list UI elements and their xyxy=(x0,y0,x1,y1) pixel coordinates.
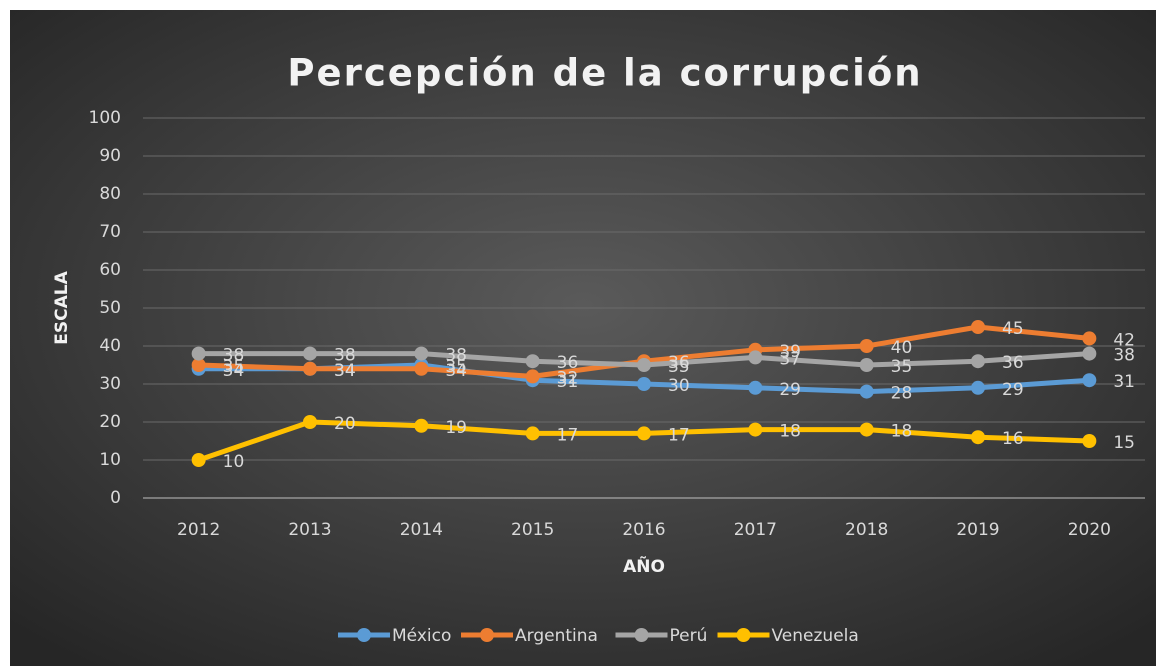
y-tick-label: 90 xyxy=(99,146,121,166)
marker xyxy=(414,346,429,361)
data-label: 16 xyxy=(1002,429,1024,449)
x-tick-label: 2017 xyxy=(734,520,777,540)
x-tick-label: 2012 xyxy=(177,520,220,540)
data-label: 37 xyxy=(779,349,801,369)
data-label: 17 xyxy=(668,425,690,445)
legend-label: México xyxy=(392,626,451,646)
marker xyxy=(859,358,874,372)
y-tick-label: 30 xyxy=(99,374,121,394)
data-label: 38 xyxy=(334,346,356,366)
legend-marker xyxy=(480,628,494,642)
data-label: 19 xyxy=(445,418,467,438)
y-tick-label: 100 xyxy=(89,108,121,128)
x-tick-label: 2013 xyxy=(288,520,331,540)
x-tick-label: 2015 xyxy=(511,520,554,540)
data-label: 35 xyxy=(445,357,467,377)
data-label: 29 xyxy=(1002,380,1024,400)
y-tick-label: 50 xyxy=(99,298,121,318)
data-label: 35 xyxy=(891,357,913,377)
marker xyxy=(191,346,206,361)
marker xyxy=(637,377,651,391)
y-tick-label: 60 xyxy=(99,260,121,280)
legend-label: Argentina xyxy=(515,626,598,646)
marker xyxy=(637,358,651,372)
data-label: 30 xyxy=(668,376,690,396)
data-label: 40 xyxy=(891,338,913,358)
y-tick-label: 20 xyxy=(99,412,121,432)
data-label: 32 xyxy=(557,368,579,388)
x-tick-label: 2020 xyxy=(1068,520,1111,540)
marker xyxy=(971,430,985,445)
data-label: 36 xyxy=(1002,353,1024,373)
marker xyxy=(971,380,985,395)
marker xyxy=(303,346,317,361)
data-label: 36 xyxy=(668,353,690,373)
marker xyxy=(1082,346,1097,361)
chart-title: Percepción de la corrupción xyxy=(287,52,922,95)
marker xyxy=(748,350,763,365)
chart-background xyxy=(10,10,1156,666)
x-axis-label: AÑO xyxy=(623,554,665,577)
data-label: 34 xyxy=(223,361,245,381)
data-label: 35 xyxy=(223,357,245,377)
marker xyxy=(303,361,317,376)
marker xyxy=(971,320,985,334)
marker xyxy=(191,453,206,467)
legend-marker xyxy=(736,628,751,642)
data-label: 45 xyxy=(1002,319,1024,339)
marker xyxy=(303,415,317,429)
y-tick-label: 0 xyxy=(110,488,121,508)
marker xyxy=(971,354,985,369)
marker xyxy=(414,361,429,376)
data-label: 36 xyxy=(557,353,579,373)
marker xyxy=(748,422,763,437)
marker xyxy=(191,358,206,372)
marker xyxy=(525,426,540,441)
data-label: 35 xyxy=(668,357,690,377)
data-label: 34 xyxy=(334,361,356,381)
data-label: 10 xyxy=(223,452,245,472)
data-label: 17 xyxy=(557,425,579,445)
y-axis-label: ESCALA xyxy=(52,270,72,344)
legend-marker xyxy=(634,628,649,642)
marker xyxy=(859,339,874,353)
data-label: 31 xyxy=(557,372,579,392)
data-label: 18 xyxy=(891,422,913,442)
marker xyxy=(637,426,651,441)
legend-label: Perú xyxy=(670,626,708,646)
data-label: 38 xyxy=(1113,346,1135,366)
y-tick-label: 40 xyxy=(99,336,121,356)
y-tick-label: 80 xyxy=(99,184,121,204)
marker xyxy=(414,418,429,433)
x-tick-label: 2014 xyxy=(400,520,443,540)
data-label: 34 xyxy=(445,361,467,381)
marker xyxy=(859,422,874,437)
marker xyxy=(525,369,540,384)
data-label: 42 xyxy=(1113,330,1135,350)
marker xyxy=(525,354,540,369)
legend-label: Venezuela xyxy=(772,626,859,646)
data-label: 39 xyxy=(779,342,801,362)
data-label: 18 xyxy=(779,422,801,442)
data-label: 31 xyxy=(1113,372,1135,392)
x-tick-label: 2019 xyxy=(956,520,999,540)
marker xyxy=(748,380,763,395)
data-label: 28 xyxy=(891,384,913,404)
data-label: 15 xyxy=(1113,433,1135,453)
data-label: 29 xyxy=(779,380,801,400)
x-tick-label: 2016 xyxy=(622,520,665,540)
marker xyxy=(1082,373,1097,388)
data-label: 38 xyxy=(223,346,245,366)
legend-marker xyxy=(357,628,371,642)
marker xyxy=(1082,331,1097,346)
data-label: 34 xyxy=(334,361,356,381)
data-label: 20 xyxy=(334,414,356,434)
y-tick-label: 70 xyxy=(99,222,121,242)
marker xyxy=(1082,434,1097,448)
x-tick-label: 2018 xyxy=(845,520,888,540)
y-tick-label: 10 xyxy=(99,450,121,470)
marker xyxy=(859,384,874,399)
data-label: 38 xyxy=(445,346,467,366)
